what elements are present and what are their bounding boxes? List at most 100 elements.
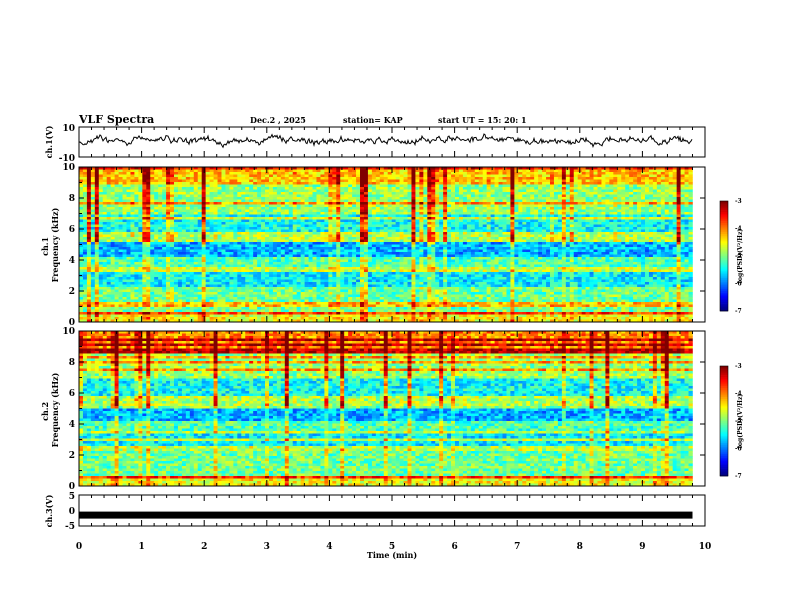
spectrogram-cell bbox=[561, 204, 567, 208]
spectrogram-cell bbox=[605, 182, 610, 185]
spectrogram-cell bbox=[90, 232, 96, 235]
spectrogram-cell bbox=[474, 232, 480, 235]
spectrogram-cell bbox=[629, 194, 634, 198]
spectrogram-cell bbox=[158, 182, 163, 185]
spectrogram-cell bbox=[593, 214, 598, 218]
spectrogram-cell bbox=[399, 167, 404, 170]
spectrogram-cell bbox=[162, 229, 167, 233]
spectrogram-cell bbox=[498, 237, 503, 240]
spectrogram-cell bbox=[411, 234, 416, 238]
spectrogram-cell bbox=[451, 202, 456, 205]
spectrogram-cell bbox=[280, 242, 286, 245]
spectrogram-cell bbox=[482, 227, 487, 230]
spectrogram-cell bbox=[494, 169, 499, 173]
spectrogram-cell bbox=[142, 239, 147, 243]
spectrogram-cell bbox=[352, 234, 357, 238]
spectrogram-cell bbox=[213, 222, 218, 225]
spectrogram-cell bbox=[170, 202, 175, 205]
spectrogram-cell bbox=[443, 217, 448, 220]
spectrogram-cell bbox=[360, 204, 365, 208]
spectrogram-cell bbox=[261, 194, 266, 198]
spectrogram-cell bbox=[375, 187, 381, 190]
spectrogram-cell bbox=[530, 222, 535, 225]
spectrogram-cell bbox=[407, 204, 412, 208]
spectrogram-cell bbox=[150, 217, 155, 220]
spectrogram-cell bbox=[201, 179, 206, 183]
spectrogram-cell bbox=[110, 247, 115, 250]
spectrogram-cell bbox=[490, 229, 495, 233]
spectrogram-cell bbox=[312, 194, 317, 198]
spectrogram-cell bbox=[233, 222, 238, 225]
spectrogram-cell bbox=[146, 174, 151, 178]
spectrogram-cell bbox=[344, 214, 349, 218]
spectrogram-cell bbox=[170, 197, 175, 200]
spectrogram-cell bbox=[569, 177, 575, 180]
spectrogram-cell bbox=[625, 242, 630, 245]
spectrogram-cell bbox=[360, 212, 365, 215]
spectrogram-cell bbox=[304, 194, 309, 198]
spectrogram-cell bbox=[300, 202, 305, 205]
spectrogram-cell bbox=[561, 219, 567, 223]
spectrogram-cell bbox=[197, 239, 202, 243]
spectrogram-cell bbox=[363, 172, 369, 175]
spectrogram-cell bbox=[284, 209, 290, 213]
spectrogram-cell bbox=[379, 187, 385, 190]
spectrogram-cell bbox=[324, 202, 329, 205]
spectrogram-cell bbox=[585, 199, 590, 203]
spectrogram-cell bbox=[581, 197, 586, 200]
spectrogram-cell bbox=[324, 167, 329, 170]
spectrogram-cell bbox=[304, 204, 309, 208]
spectrogram-cell bbox=[241, 242, 246, 245]
spectrogram-cell bbox=[573, 239, 578, 243]
spectrogram-cell bbox=[633, 224, 638, 228]
spectrogram-cell bbox=[352, 242, 357, 245]
spectrogram-cell bbox=[435, 187, 440, 190]
spectrogram-cell bbox=[356, 204, 361, 208]
spectrogram-cell bbox=[676, 179, 681, 183]
spectrogram-cell bbox=[185, 167, 191, 170]
spectrogram-cell bbox=[150, 229, 155, 233]
spectrogram-cell bbox=[605, 167, 610, 170]
spectrogram-cell bbox=[356, 239, 361, 243]
spectrogram-cell bbox=[403, 177, 408, 180]
spectrogram-cell bbox=[597, 214, 602, 218]
spectrogram-cell bbox=[356, 224, 361, 228]
spectrogram-cell bbox=[312, 189, 317, 193]
spectrogram-cell bbox=[142, 204, 147, 208]
spectrogram-cell bbox=[340, 227, 345, 230]
spectrogram-cell bbox=[553, 167, 559, 170]
spectrogram-cell bbox=[569, 192, 575, 195]
spectrogram-cell bbox=[292, 219, 297, 223]
spectrogram-cell bbox=[431, 192, 436, 195]
spectrogram-cell bbox=[344, 242, 349, 245]
spectrogram-cell bbox=[154, 184, 159, 188]
spectrogram-cell bbox=[458, 234, 464, 238]
spectrogram-cell bbox=[98, 234, 104, 238]
spectrogram-cell bbox=[146, 227, 151, 230]
spectrogram-cell bbox=[439, 234, 444, 238]
spectrogram-cell bbox=[272, 199, 278, 203]
spectrogram-cell bbox=[648, 207, 654, 210]
spectrogram-cell bbox=[490, 187, 495, 190]
spectrogram-cell bbox=[466, 237, 472, 240]
spectrogram-cell bbox=[660, 169, 666, 173]
spectrogram-cell bbox=[391, 177, 396, 180]
spectrogram-cell bbox=[197, 187, 202, 190]
spectrogram-cell bbox=[510, 199, 515, 203]
spectrogram-cell bbox=[577, 227, 582, 230]
spectrogram-cell bbox=[549, 189, 555, 193]
spectrogram-cell bbox=[637, 212, 642, 215]
spectrogram-cell bbox=[181, 207, 187, 210]
spectrogram-cell bbox=[201, 184, 206, 188]
spectrogram-cell bbox=[569, 227, 575, 230]
spectrogram-cell bbox=[332, 232, 337, 235]
spectrogram-cell bbox=[676, 224, 681, 228]
spectrogram-cell bbox=[506, 179, 511, 183]
spectrogram-cell bbox=[360, 237, 365, 240]
spectrogram-cell bbox=[514, 177, 519, 180]
spectrogram-cell bbox=[411, 219, 416, 223]
spectrogram-cell bbox=[565, 209, 571, 213]
spectrogram-cell bbox=[110, 174, 115, 178]
spectrogram-cell bbox=[395, 182, 400, 185]
spectrogram-cell bbox=[660, 187, 666, 190]
